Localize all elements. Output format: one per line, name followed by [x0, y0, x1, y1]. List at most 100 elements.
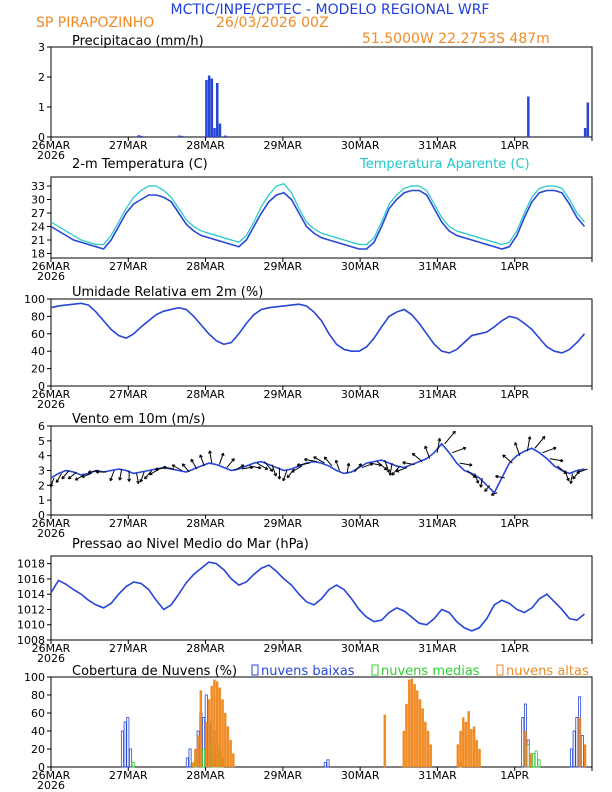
wind-arrow — [61, 470, 70, 480]
wind-arrow — [491, 492, 498, 496]
wind-arrowhead — [360, 463, 362, 467]
year-label-press: 2026 — [37, 652, 65, 665]
precip-bar — [218, 123, 222, 137]
cloud-bar-2 — [418, 699, 422, 768]
legend-entry-temp: Temperatura Aparente (C) — [359, 157, 530, 172]
y-tick-label-wind: 2 — [38, 479, 45, 492]
wind-arrowhead — [277, 476, 280, 480]
cloud-bar-2 — [226, 726, 230, 768]
cloud-bar-2 — [524, 730, 527, 768]
cloud-bar-2 — [429, 744, 433, 768]
wind-arrow — [354, 463, 362, 473]
x-tick-label-precip: 30MAR — [341, 139, 380, 152]
x-tick-label-clouds: 31MAR — [418, 769, 457, 782]
x-tick-label-temp: 26MAR — [32, 260, 71, 273]
wind-arrow — [163, 466, 175, 470]
wind-arrowhead — [348, 463, 351, 467]
wind-arrowhead — [454, 431, 456, 435]
wind-arrow — [181, 463, 190, 473]
y-tick-label-press: 1010 — [17, 619, 45, 632]
wind-arrow — [396, 467, 408, 472]
cloud-bar-2 — [583, 744, 587, 768]
x-tick-label-clouds: 27MAR — [109, 769, 148, 782]
x-tick-label-rh: 1APR — [500, 388, 529, 401]
y-tick-label-clouds: 0 — [38, 761, 45, 774]
wind-arrowhead — [412, 452, 416, 455]
wind-arrowhead — [576, 470, 580, 474]
wind-arrow — [495, 475, 505, 479]
series-line-temp-1 — [50, 183, 585, 246]
y-tick-label-rh: 20 — [31, 363, 45, 376]
panel-title-press: Pressao ao Nivel Medio do Mar (hPa) — [72, 537, 309, 552]
wind-arrow — [297, 462, 310, 466]
wind-arrowhead — [490, 492, 494, 496]
wind-arrowhead — [95, 470, 99, 473]
cloud-bar-1 — [534, 750, 538, 768]
cloud-bar-0 — [569, 748, 573, 768]
wind-arrow — [190, 458, 198, 470]
x-tick-label-rh: 29MAR — [264, 388, 303, 401]
wind-arrowhead — [233, 458, 235, 462]
cloud-bar-2 — [464, 721, 468, 768]
wind-arrowhead — [529, 436, 532, 440]
y-tick-label-temp: 21 — [31, 234, 45, 247]
series-line-wind-0 — [50, 442, 585, 495]
wind-arrow — [81, 472, 92, 478]
cloud-bar-0 — [129, 748, 133, 768]
cloud-bar-2 — [407, 679, 411, 768]
cloud-bar-0 — [123, 721, 127, 768]
wind-arrow — [570, 473, 573, 484]
wind-arrowhead — [273, 473, 277, 477]
wind-arrow — [412, 452, 423, 462]
cloud-bar-1 — [532, 753, 536, 768]
y-tick-label-temp: 30 — [31, 194, 45, 207]
wind-arrowhead — [291, 469, 294, 473]
wind-arrowhead — [304, 457, 308, 460]
wind-arrowhead — [190, 458, 194, 462]
wind-arrowhead — [335, 459, 339, 463]
precip-bar — [178, 135, 181, 137]
cloud-bar-2 — [459, 730, 462, 768]
precip-bar — [207, 75, 211, 137]
x-tick-label-press: 29MAR — [264, 642, 303, 655]
y-tick-label-temp: 33 — [31, 180, 45, 193]
wind-arrowhead — [566, 478, 570, 482]
wind-arrowhead — [74, 477, 78, 481]
coordinates: 51.5000W 22.2753S 487m — [362, 31, 550, 47]
wind-arrow — [249, 465, 262, 469]
wind-arrowhead — [475, 480, 479, 484]
wind-arrowhead — [439, 438, 442, 442]
cloud-bar-2 — [402, 730, 405, 768]
wind-arrowhead — [395, 468, 399, 472]
cloud-bar-2 — [218, 687, 222, 768]
cloud-bar-2 — [529, 753, 533, 768]
cloud-bar-2 — [213, 679, 216, 768]
location-name: SP PIRAPOZINHO — [36, 15, 154, 31]
x-tick-label-rh: 31MAR — [418, 388, 457, 401]
cloud-bar-2 — [462, 717, 465, 768]
legend-entry-clouds: nuvens baixas — [261, 664, 355, 679]
y-tick-label-precip: 2 — [38, 71, 45, 84]
y-tick-label-press: 1008 — [17, 634, 45, 647]
cloud-bar-0 — [120, 730, 124, 768]
run-date: 26/03/2026 00Z — [216, 15, 329, 31]
y-tick-label-temp: 18 — [31, 248, 45, 261]
wind-arrow — [144, 470, 153, 480]
wind-arrow — [226, 458, 235, 468]
precip-bar — [205, 80, 208, 137]
x-tick-label-press: 27MAR — [109, 642, 148, 655]
cloud-bar-1 — [202, 748, 206, 768]
wind-arrow — [389, 462, 393, 476]
wind-arrowhead — [67, 475, 70, 480]
wind-arrow — [557, 465, 567, 475]
plot-frame-precip — [50, 46, 593, 138]
cloud-bar-2 — [456, 744, 460, 768]
cloud-bar-2 — [472, 726, 476, 768]
y-tick-label-clouds: 80 — [31, 689, 45, 702]
plot-frame-wind — [50, 425, 593, 516]
wind-arrowhead — [514, 442, 518, 445]
x-tick-label-precip: 31MAR — [418, 139, 457, 152]
cloud-bar-2 — [405, 703, 408, 768]
wind-arrow — [444, 430, 456, 445]
